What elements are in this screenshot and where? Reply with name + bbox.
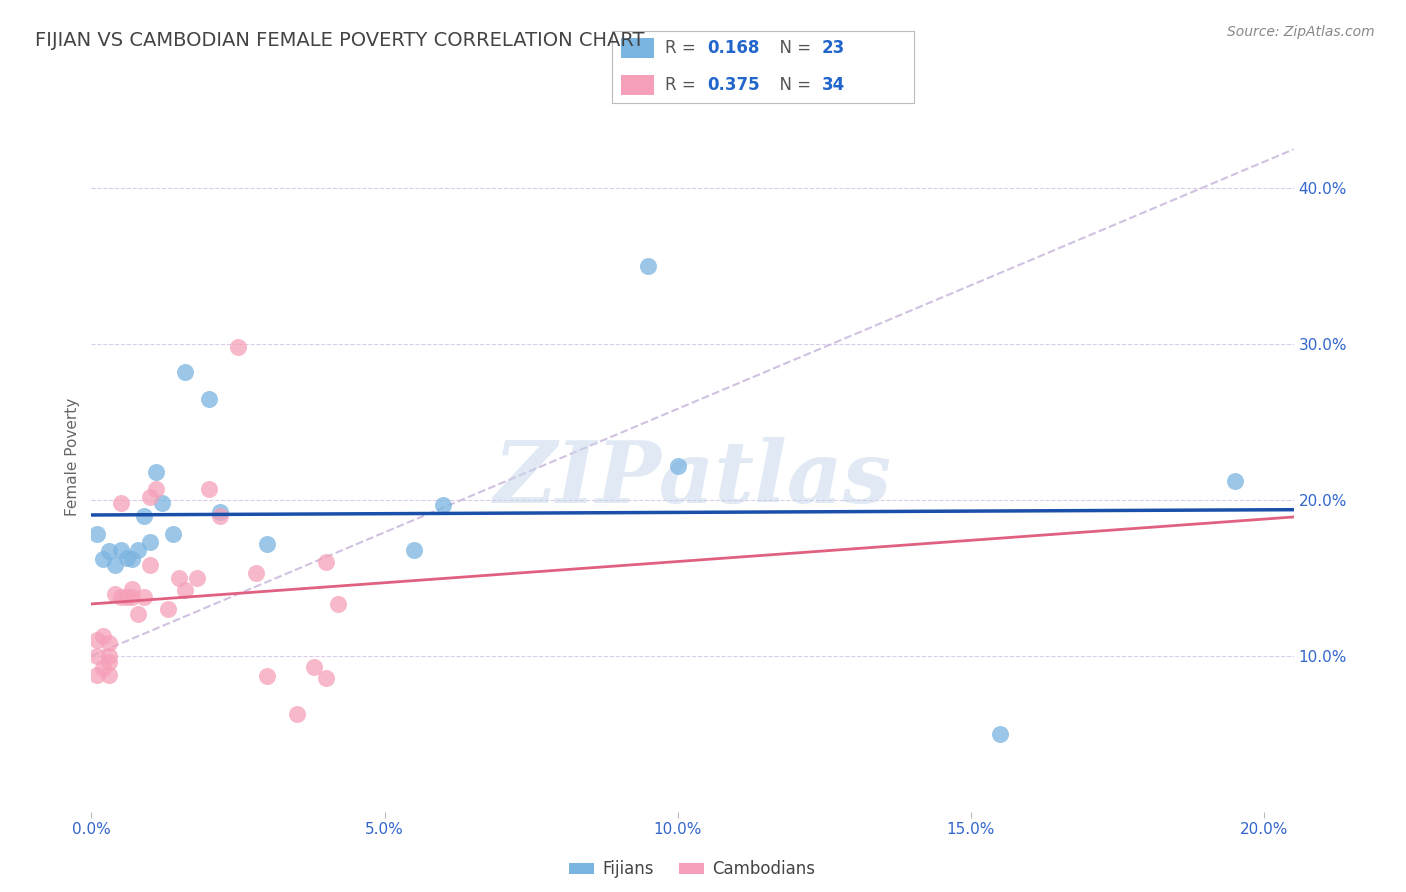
Point [104,558,127,573]
Bar [620,38,654,58]
Point [134,508,156,523]
Point [98,636,121,650]
Point [139,490,162,504]
Point [139,558,162,573]
Point [121,582,143,596]
Y-axis label: Female Poverty: Female Poverty [65,398,80,516]
Point [1223,475,1246,489]
Text: 0.168: 0.168 [707,39,759,57]
Text: Source: ZipAtlas.com: Source: ZipAtlas.com [1227,25,1375,39]
Point [86,648,108,663]
Point [121,590,143,604]
Point [226,340,249,354]
Point [86,527,108,541]
Point [150,496,173,510]
Point [315,671,337,685]
Point [98,648,121,663]
Point [666,458,689,473]
Point [86,667,108,681]
Point [988,727,1011,741]
Legend: Fijians, Cambodians: Fijians, Cambodians [562,854,823,885]
Point [139,535,162,549]
Point [91,629,114,643]
Point [209,508,232,523]
Point [115,590,138,604]
Text: N =: N = [769,76,815,94]
Text: 0.375: 0.375 [707,76,759,94]
Point [174,365,197,379]
Point [110,590,132,604]
Point [91,661,114,675]
Point [256,669,278,683]
Text: R =: R = [665,76,700,94]
Text: R =: R = [665,39,700,57]
Point [256,536,278,550]
Point [86,633,108,648]
Point [110,496,132,510]
Point [91,552,114,566]
Point [174,583,197,598]
Point [245,566,267,581]
Point [302,660,325,674]
Point [197,392,219,406]
Text: N =: N = [769,39,815,57]
Point [637,259,659,273]
Text: FIJIAN VS CAMBODIAN FEMALE POVERTY CORRELATION CHART: FIJIAN VS CAMBODIAN FEMALE POVERTY CORRE… [35,31,644,50]
Point [402,542,425,557]
Point [315,555,337,569]
Point [326,598,349,612]
Point [121,552,143,566]
Point [127,607,149,621]
Point [98,667,121,681]
Point [145,465,167,479]
Point [209,506,232,520]
Point [186,571,208,585]
Point [156,602,179,616]
Text: 23: 23 [821,39,845,57]
Point [285,706,308,721]
Point [104,586,127,600]
Point [432,498,454,512]
Bar [620,76,654,95]
Text: ZIPatlas: ZIPatlas [494,437,891,520]
Point [134,590,156,604]
Point [115,550,138,565]
Point [98,655,121,669]
Point [197,482,219,496]
Text: 34: 34 [821,76,845,94]
Point [169,571,191,585]
Point [98,544,121,558]
Point [162,527,184,541]
Point [127,542,149,557]
Point [110,542,132,557]
Point [145,482,167,496]
